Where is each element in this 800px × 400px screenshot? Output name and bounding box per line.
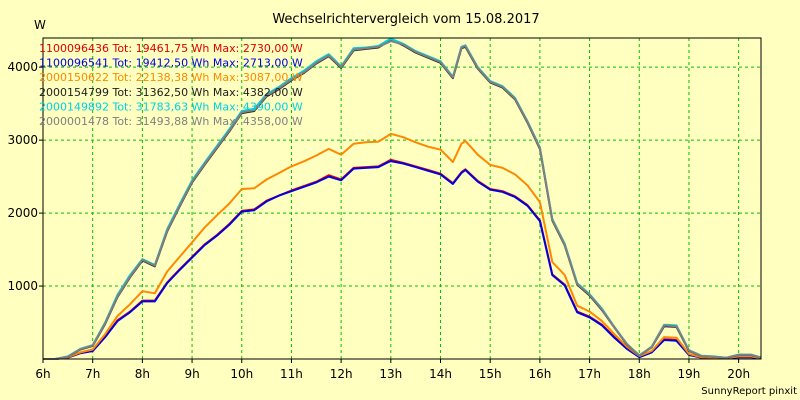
x-tick-label: 18h bbox=[628, 367, 651, 381]
lines-layer bbox=[43, 37, 762, 360]
legend-item-1100096541: 1100096541 Tot: 19412,50 Wh Max: 2713,00… bbox=[39, 57, 303, 70]
x-tick-label: 11h bbox=[280, 367, 303, 381]
footer-credit: SunnyReport pinxit bbox=[701, 386, 797, 397]
y-tick-label: 4000 bbox=[7, 60, 38, 74]
x-tick-label: 10h bbox=[230, 367, 253, 381]
x-tick-label: 13h bbox=[379, 367, 402, 381]
x-tick-label: 15h bbox=[479, 367, 502, 381]
legend-item-2000001478: 2000001478 Tot: 31493,88 Wh Max: 4358,00… bbox=[39, 115, 303, 128]
ticks-layer: 6h 7h 8h 9h 10h 11h 12h 13h 14h 15h 16h 17h 18h 19h 20… bbox=[7, 60, 750, 381]
x-tick-label: 17h bbox=[578, 367, 601, 381]
legend-item-2000150622: 2000150622 Tot: 22138,38 Wh Max: 3087,00… bbox=[39, 71, 303, 84]
y-tick-label: 3000 bbox=[7, 133, 38, 147]
series-line-1100096541 bbox=[43, 160, 762, 360]
x-tick-label: 7h bbox=[85, 367, 100, 381]
x-tick-label: 8h bbox=[135, 367, 150, 381]
plot-frame bbox=[42, 37, 762, 360]
legend-item-2000154799: 2000154799 Tot: 31362,50 Wh Max: 4382,00… bbox=[39, 86, 303, 99]
legend-item-1100096436: 1100096436 Tot: 19461,75 Wh Max: 2730,00… bbox=[39, 42, 303, 55]
x-tick-label: 6h bbox=[35, 367, 50, 381]
legend-item-2000149892: 2000149892 Tot: 31783,63 Wh Max: 4390,00… bbox=[39, 100, 303, 113]
series-line-2000001478 bbox=[43, 40, 762, 360]
x-tick-label: 16h bbox=[528, 367, 551, 381]
x-tick-label: 9h bbox=[184, 367, 199, 381]
x-tick-label: 20h bbox=[727, 367, 750, 381]
x-tick-label: 14h bbox=[429, 367, 452, 381]
y-tick-label: 2000 bbox=[7, 206, 38, 220]
x-tick-label: 12h bbox=[330, 367, 353, 381]
legend: 1100096436 Tot: 19461,75 Wh Max: 2730,00… bbox=[39, 42, 303, 128]
chart-title: Wechselrichtervergleich vom 15.08.2017 bbox=[272, 12, 539, 27]
y-axis-label: W bbox=[34, 18, 46, 32]
y-tick-label: 1000 bbox=[7, 279, 38, 293]
x-tick-label: 19h bbox=[678, 367, 701, 381]
